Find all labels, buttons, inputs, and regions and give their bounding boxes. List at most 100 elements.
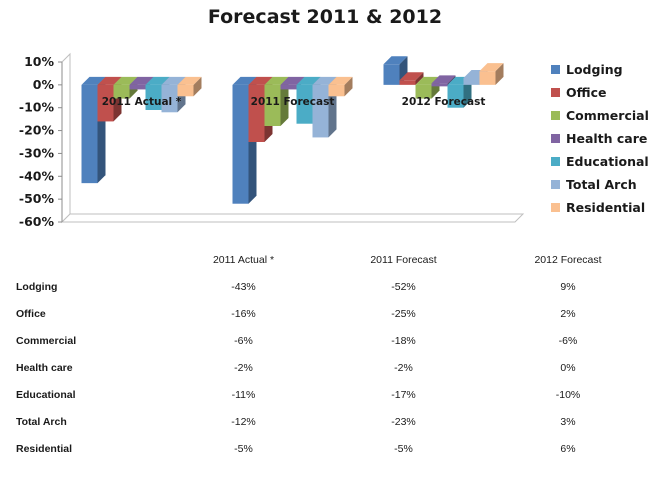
legend-label: Total Arch bbox=[566, 177, 637, 192]
table-row: Health care -2% -2% 0% bbox=[0, 354, 650, 381]
table-cell: -5% bbox=[394, 442, 413, 455]
legend-label: Health care bbox=[566, 131, 648, 146]
chart-legend: Lodging Office Commercial Health care Educat… bbox=[551, 58, 649, 219]
table-cell: -2% bbox=[394, 361, 413, 374]
bar-top-health-care bbox=[431, 75, 456, 84]
table-cell: -23% bbox=[391, 415, 416, 428]
bar-top-lodging bbox=[383, 56, 408, 65]
x-category-label: 2012 Forecast bbox=[402, 96, 486, 108]
bar-office bbox=[97, 84, 114, 122]
table-row: Residential -5% -5% 6% bbox=[0, 435, 650, 462]
table-row-label: Residential bbox=[16, 442, 73, 455]
table-cell: -52% bbox=[391, 280, 416, 293]
table-row-label: Commercial bbox=[16, 334, 77, 347]
bar-top-residential bbox=[177, 76, 202, 85]
bar-top-residential bbox=[328, 76, 353, 85]
legend-label: Commercial bbox=[566, 108, 649, 123]
legend-item: Educational bbox=[551, 150, 649, 173]
table-cell: -18% bbox=[391, 334, 416, 347]
bar-total-arch bbox=[161, 84, 178, 113]
bar-educational bbox=[447, 84, 464, 108]
bar-total-arch bbox=[312, 84, 329, 138]
legend-label: Educational bbox=[566, 154, 649, 169]
bar-lodging bbox=[232, 84, 249, 204]
bar-total-arch bbox=[463, 78, 480, 85]
y-tick-label: 0% bbox=[33, 77, 55, 92]
table-header-row: 2011 Actual * 2011 Forecast 2012 Forecas… bbox=[0, 246, 650, 273]
legend-label: Office bbox=[566, 85, 607, 100]
bar-office bbox=[399, 80, 416, 85]
table-header-2012-forecast: 2012 Forecast bbox=[534, 253, 602, 266]
bar-top-residential bbox=[479, 63, 504, 72]
y-tick-label: -10% bbox=[19, 100, 55, 115]
table-cell: 9% bbox=[560, 280, 576, 293]
table-header-blank bbox=[0, 246, 166, 273]
bar-health-care bbox=[431, 83, 448, 87]
y-tick-label: -50% bbox=[19, 191, 55, 206]
legend-swatch bbox=[551, 157, 560, 166]
legend-swatch bbox=[551, 180, 560, 189]
table-row: Educational -11% -17% -10% bbox=[0, 381, 650, 408]
table-row-label: Lodging bbox=[16, 280, 58, 293]
legend-label: Lodging bbox=[566, 62, 623, 77]
bar-top-office bbox=[399, 72, 424, 81]
table-row-label: Health care bbox=[16, 361, 73, 374]
table-cell: -12% bbox=[231, 415, 256, 428]
table-cell: -43% bbox=[231, 280, 256, 293]
table-row: Lodging -43% -52% 9% bbox=[0, 273, 650, 300]
legend-swatch bbox=[551, 134, 560, 143]
table-header-2011-actual: 2011 Actual * bbox=[212, 253, 275, 266]
bar-residential bbox=[479, 71, 496, 85]
y-tick-label: -60% bbox=[19, 214, 55, 229]
bar-residential bbox=[177, 84, 194, 97]
bar-educational bbox=[296, 84, 313, 124]
chart-side-wall bbox=[61, 52, 71, 224]
table-cell: -5% bbox=[234, 442, 253, 455]
legend-swatch bbox=[551, 111, 560, 120]
table-row: Office -16% -25% 2% bbox=[0, 300, 650, 327]
data-table: 2011 Actual * 2011 Forecast 2012 Forecas… bbox=[0, 246, 650, 462]
y-tick-label: -20% bbox=[19, 123, 55, 138]
y-tick-label: -40% bbox=[19, 168, 55, 183]
table-cell: -16% bbox=[231, 307, 256, 320]
table-row-label: Educational bbox=[16, 388, 76, 401]
bar-office bbox=[248, 84, 265, 142]
table-cell: 0% bbox=[560, 361, 576, 374]
bar-commercial bbox=[113, 84, 130, 99]
legend-item: Lodging bbox=[551, 58, 648, 81]
legend-item: Total Arch bbox=[551, 173, 648, 196]
table-cell: -10% bbox=[555, 388, 581, 401]
y-tick-label: -30% bbox=[19, 145, 55, 160]
table-row-label: Office bbox=[16, 307, 46, 320]
table-cell: -6% bbox=[558, 334, 578, 347]
table-cell: -6% bbox=[234, 334, 253, 347]
bar-commercial bbox=[415, 84, 432, 99]
chart-plot: 10% 0% -10% -20% -30% -40% -50% -60% 2011 Actual… bbox=[19, 52, 525, 229]
legend-item: Commercial bbox=[551, 104, 649, 127]
table-cell: -2% bbox=[234, 361, 253, 374]
bar-side-residential bbox=[344, 76, 353, 97]
legend-label: Residential bbox=[566, 200, 646, 215]
legend-swatch bbox=[551, 65, 560, 74]
bar-residential bbox=[328, 84, 345, 97]
bar-lodging bbox=[81, 84, 98, 184]
bar-commercial bbox=[264, 84, 281, 126]
legend-item: Office bbox=[551, 81, 648, 104]
y-tick-label: 10% bbox=[24, 54, 54, 69]
x-category-label: 2011 Actual * bbox=[102, 96, 182, 108]
bar-educational bbox=[145, 84, 162, 110]
bar-lodging bbox=[383, 64, 400, 85]
table-row: Total Arch -12% -23% 3% bbox=[0, 408, 650, 435]
table-row: Commercial -6% -18% -6% bbox=[0, 327, 650, 354]
x-category-label: 2011 Forecast bbox=[251, 96, 335, 108]
chart-floor bbox=[60, 213, 525, 223]
bar-side-office bbox=[415, 72, 424, 85]
legend-item: Residential bbox=[551, 196, 648, 219]
table-header-2011-forecast: 2011 Forecast bbox=[370, 253, 437, 266]
table-cell: -11% bbox=[231, 388, 256, 401]
bar-side-residential bbox=[495, 63, 504, 85]
bar-health-care bbox=[280, 84, 297, 90]
legend-item: Health care bbox=[551, 127, 648, 150]
table-cell: -17% bbox=[391, 388, 416, 401]
table-cell: -25% bbox=[391, 307, 416, 320]
